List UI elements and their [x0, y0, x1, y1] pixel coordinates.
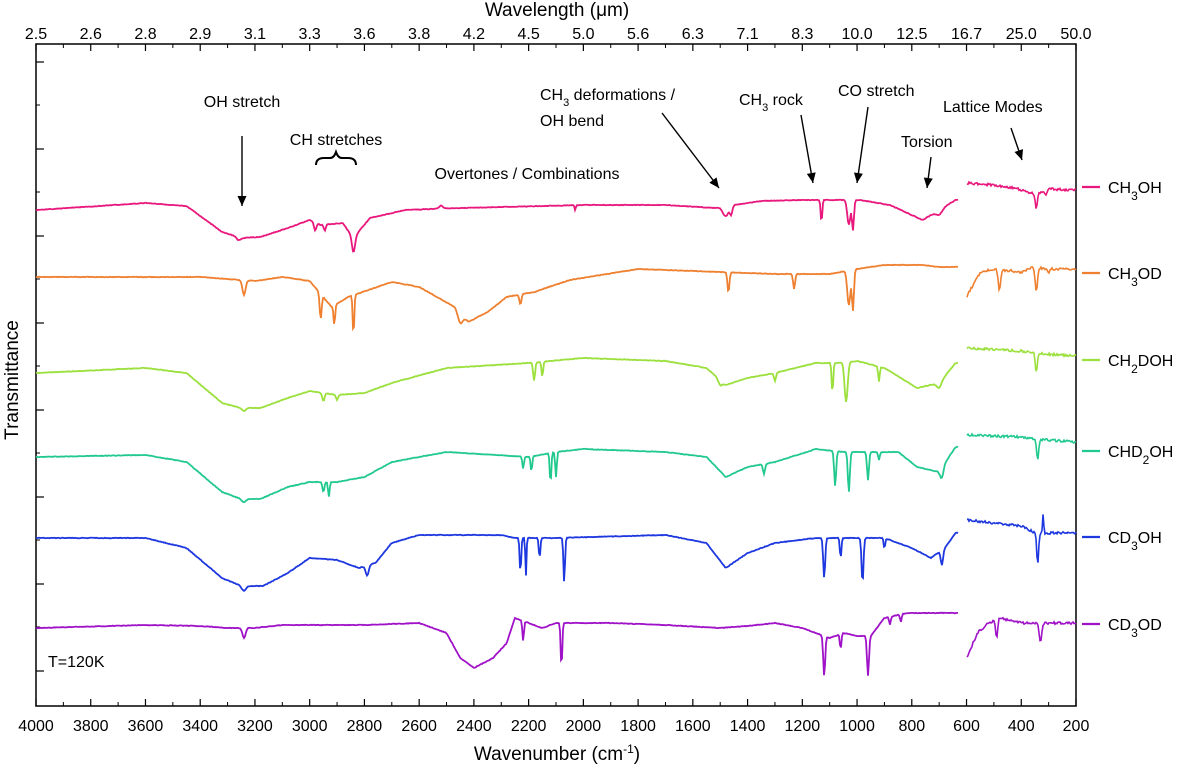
annotation-label-ch-stretches: CH stretches [290, 132, 382, 149]
bottom-tick-label: 1800 [620, 718, 656, 735]
top-tick-label: 3.3 [299, 26, 321, 43]
bottom-tick-label: 2000 [566, 718, 602, 735]
x-axis-title-bottom: Wavenumber (cm-1) [474, 742, 640, 765]
legend-label-cd3oh: CD3OH [1108, 530, 1162, 553]
top-tick-label: 2.9 [189, 26, 211, 43]
spectrum-cd3od [35, 611, 1077, 676]
top-tick-label: 8.3 [791, 26, 813, 43]
bottom-tick-label: 3800 [73, 718, 109, 735]
bottom-tick-label: 3600 [128, 718, 164, 735]
spectrum-ch2doh [35, 346, 1077, 413]
annotation-brace-ch-stretches [315, 148, 357, 166]
legend-label-cd3od: CD3OD [1108, 617, 1162, 640]
annotation-arrow-ch3-rock [800, 114, 814, 184]
bottom-tick-label: 600 [953, 718, 980, 735]
annotation-label-torsion: Torsion [901, 134, 953, 151]
x-axis-title-close: ) [634, 744, 640, 765]
annotation-label-lattice-modes: Lattice Modes [943, 99, 1043, 116]
spectrum-line-cd3oh-far-ir [966, 514, 1077, 563]
spectrum-chd2oh [35, 432, 1077, 504]
annotation-lattice-modes: Lattice Modes [943, 99, 1043, 161]
top-tick-label: 10.0 [841, 26, 872, 43]
bottom-tick-label: 3400 [182, 718, 218, 735]
bottom-tick-label: 1400 [730, 718, 766, 735]
annotation-arrowhead-torsion [923, 177, 933, 188]
bottom-tick-label: 800 [898, 718, 925, 735]
bottom-tick-label: 3200 [237, 718, 273, 735]
spectrum-line-cd3od-far-ir [966, 616, 1077, 658]
legend-label-ch2doh: CH2DOH [1108, 353, 1173, 376]
bottom-tick-label: 200 [1063, 718, 1090, 735]
annotation-overtones: Overtones / Combinations [435, 166, 620, 183]
annotation-label-ch3-deformations-line2: OH bend [540, 113, 604, 130]
legend-label-ch3oh: CH3OH [1108, 180, 1162, 203]
spectrum-line-ch2doh-far-ir [966, 346, 1077, 372]
bottom-tick-label: 2200 [511, 718, 547, 735]
top-tick-label: 2.5 [25, 26, 47, 43]
top-tick-label: 50.0 [1060, 26, 1091, 43]
spectrum-line-ch3oh-mid-ir [35, 198, 959, 253]
spectrum-line-cd3oh-mid-ir [35, 531, 959, 593]
spectrum-ch3od [35, 263, 1077, 332]
annotation-arrowhead-lattice-modes [1014, 149, 1024, 160]
annotation-arrowhead-oh-stretch [237, 196, 247, 206]
annotation-ch3-rock: CH3 rock [739, 92, 816, 184]
annotation-arrowhead-co-stretch [853, 172, 863, 183]
x-axis-title-top: Wavelength (μm) [485, 0, 629, 21]
annotation-arrow-co-stretch [856, 106, 869, 184]
bottom-tick-label: 4000 [18, 718, 54, 735]
x-axis-title-sup: -1 [623, 742, 634, 756]
annotation-arrowhead-ch3-rock [806, 172, 816, 183]
annotation-label-ch3-deformations: CH3 deformations / [540, 87, 676, 109]
top-tick-label: 12.5 [896, 26, 927, 43]
bottom-tick-label: 400 [1008, 718, 1035, 735]
spectrum-line-cd3od-mid-ir [35, 611, 959, 676]
spectrum-ch3oh [35, 180, 1077, 253]
annotation-ch-stretches: CH stretches [290, 132, 382, 166]
top-tick-label: 16.7 [951, 26, 982, 43]
annotation-ch3-deformations: CH3 deformations / OH bend [540, 87, 720, 189]
y-axis-title: Transmittance [2, 320, 23, 440]
x-axis-title-main: Wavenumber (cm [474, 744, 623, 765]
top-tick-label: 5.0 [572, 26, 594, 43]
annotation-arrow-ch3-deformations [661, 112, 720, 189]
annotation-label-co-stretch: CO stretch [838, 83, 914, 100]
annotation-oh-stretch: OH stretch [204, 94, 280, 206]
spectrum-line-ch2doh-mid-ir [35, 356, 959, 413]
temperature-label: T=120K [48, 654, 105, 671]
top-tick-label: 3.6 [353, 26, 375, 43]
top-tick-label: 4.2 [463, 26, 485, 43]
spectrum-line-chd2oh-mid-ir [35, 445, 959, 504]
spectrum-line-ch3oh-far-ir [966, 180, 1077, 209]
annotation-arrowhead-ch3-deformations [709, 177, 719, 188]
legend-label-ch3od: CH3OD [1108, 266, 1162, 289]
annotation-label-ch3-rock: CH3 rock [739, 92, 804, 114]
annotation-torsion: Torsion [901, 134, 953, 189]
bottom-tick-label: 3000 [292, 718, 328, 735]
bottom-tick-label: 1600 [675, 718, 711, 735]
top-tick-label: 4.5 [518, 26, 540, 43]
legend-label-chd2oh: CHD2OH [1108, 444, 1173, 467]
bottom-tick-label: 1200 [785, 718, 821, 735]
annotation-label-oh-stretch: OH stretch [204, 94, 280, 111]
top-tick-label: 3.1 [244, 26, 266, 43]
bottom-tick-label: 2600 [401, 718, 437, 735]
top-tick-label: 7.1 [736, 26, 758, 43]
spectrum-line-chd2oh-far-ir [966, 432, 1077, 460]
top-tick-label: 2.6 [80, 26, 102, 43]
bottom-tick-label: 2400 [456, 718, 492, 735]
top-tick-label: 2.8 [134, 26, 156, 43]
spectrum-line-ch3od-far-ir [966, 265, 1077, 298]
top-tick-label: 5.6 [627, 26, 649, 43]
bottom-tick-label: 2800 [347, 718, 383, 735]
annotation-label-overtones: Overtones / Combinations [435, 166, 620, 183]
annotation-co-stretch: CO stretch [838, 83, 914, 184]
spectrum-cd3oh [35, 514, 1077, 593]
top-tick-label: 6.3 [682, 26, 704, 43]
top-tick-label: 3.8 [408, 26, 430, 43]
spectrum-line-ch3od-mid-ir [35, 263, 959, 332]
bottom-tick-label: 1000 [839, 718, 875, 735]
top-tick-label: 25.0 [1006, 26, 1037, 43]
